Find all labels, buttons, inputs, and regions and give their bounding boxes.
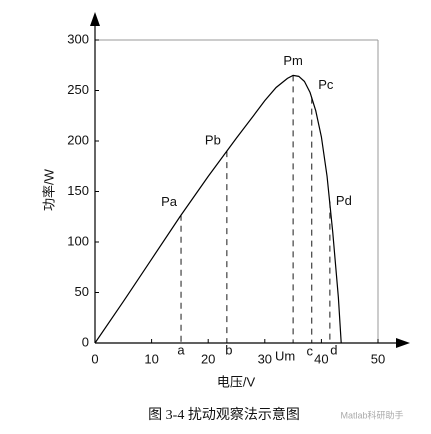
x-tick-label: 20: [201, 351, 215, 366]
x-tick-label: 40: [314, 351, 328, 366]
point-label: Pb: [205, 133, 221, 148]
y-tick-label: 250: [67, 82, 89, 97]
curve: [94, 74, 342, 344]
point-label: Pm: [283, 53, 303, 68]
x-axis-arrow: [396, 338, 410, 348]
point-x-label: c: [307, 343, 314, 358]
caption: 图 3-4 扰动观察法示意图: [148, 406, 300, 423]
point-x-label: Um: [275, 348, 295, 363]
point-x-label: b: [225, 342, 232, 357]
y-tick-label: 150: [67, 183, 89, 198]
x-tick-label: 0: [91, 351, 98, 366]
x-tick-label: 50: [371, 351, 385, 366]
x-axis-label: 电压/V: [217, 374, 256, 389]
y-tick-label: 0: [82, 334, 89, 349]
y-axis-label: 功率/W: [41, 168, 56, 211]
y-tick-label: 300: [67, 31, 89, 46]
y-tick-label: 100: [67, 233, 89, 248]
point-label: Pc: [318, 77, 334, 92]
watermark: Matlab科研助手: [340, 409, 403, 420]
point-x-label: d: [330, 342, 337, 357]
y-tick-label: 200: [67, 132, 89, 147]
point-x-label: a: [177, 342, 185, 357]
y-axis-arrow: [90, 12, 100, 26]
x-tick-label: 30: [258, 351, 272, 366]
point-label: Pd: [336, 193, 352, 208]
y-tick-label: 50: [75, 284, 89, 299]
point-label: Pa: [161, 194, 178, 209]
x-tick-label: 10: [144, 351, 158, 366]
